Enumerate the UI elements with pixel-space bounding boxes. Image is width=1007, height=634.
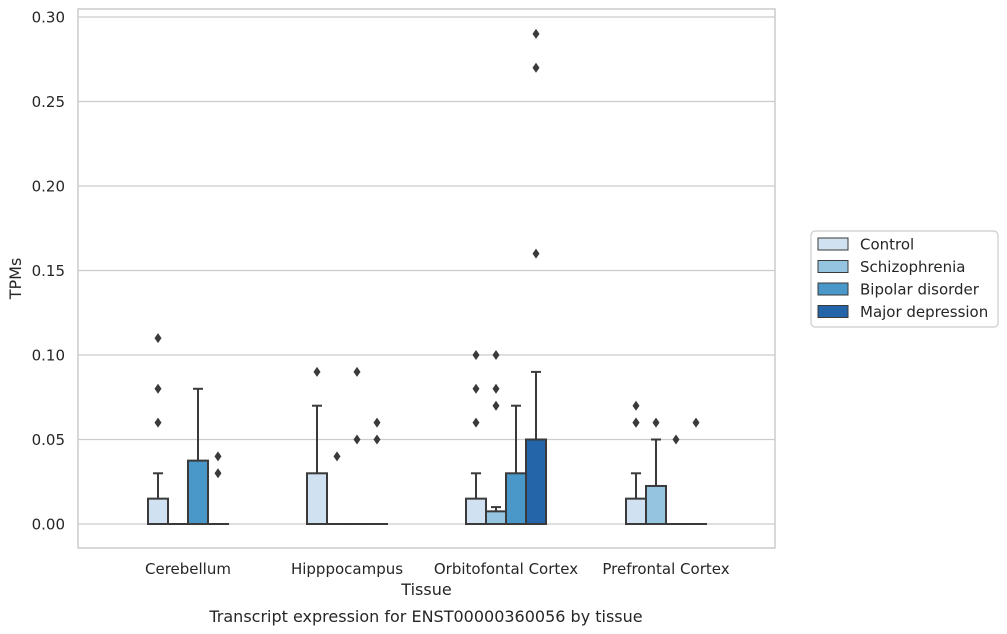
outlier-point — [214, 468, 222, 479]
outlier-point — [353, 434, 361, 445]
outlier-point — [313, 366, 321, 377]
y-tick-label: 0.15 — [32, 262, 65, 280]
legend-frame — [810, 230, 999, 328]
y-tick-label: 0.00 — [32, 516, 65, 534]
legend-swatch — [817, 237, 849, 251]
grid-lines — [78, 16, 775, 525]
box-body — [147, 497, 169, 525]
legend-swatch — [817, 260, 849, 273]
outlier-point — [472, 417, 480, 428]
y-axis-title: TPMs — [6, 258, 25, 301]
x-tick-label: Prefrontal Cortex — [602, 560, 729, 578]
outlier-point — [492, 350, 500, 360]
x-tick-label: Cerebellum — [145, 560, 231, 578]
legend-label: Bipolar disorder — [860, 281, 980, 299]
outlier-point — [532, 28, 540, 39]
box-3-1 — [366, 417, 388, 526]
outlier-point — [672, 434, 680, 445]
box-2-1 — [346, 366, 368, 526]
outlier-point — [472, 350, 480, 360]
x-axis-title: Tissue — [400, 580, 451, 599]
box-0-0 — [147, 333, 169, 525]
chart-caption: Transcript expression for ENST0000036005… — [208, 607, 642, 626]
outlier-point — [154, 333, 162, 344]
legend-label: Control — [860, 236, 914, 254]
box-1-2 — [485, 350, 507, 526]
outlier-point — [214, 451, 222, 462]
y-tick-label: 0.10 — [32, 347, 65, 365]
outlier-point — [373, 434, 381, 445]
legend-swatch — [817, 305, 849, 318]
box-0-3 — [625, 400, 647, 525]
outlier-point — [333, 451, 341, 462]
outlier-point — [154, 417, 162, 428]
box-3-3 — [685, 417, 707, 526]
box-body — [645, 484, 667, 526]
x-tick-labels: Cerebellum Hipppocampus Orbitofontal Corte… — [145, 560, 730, 578]
outlier-point — [692, 417, 700, 428]
legend-swatch — [817, 282, 849, 296]
box-body — [306, 472, 328, 525]
outlier-point — [353, 366, 361, 377]
legend-item: Schizophrenia — [817, 258, 965, 276]
box-body — [485, 510, 507, 526]
y-tick-label: 0.30 — [32, 9, 65, 27]
plot-frame — [77, 8, 776, 549]
outlier-point — [492, 400, 500, 411]
box-1-3 — [645, 417, 667, 526]
legend: Control Schizophrenia Bipolar disorder Majo… — [810, 230, 999, 328]
x-tick-label: Hipppocampus — [291, 560, 403, 578]
legend-label: Major depression — [860, 303, 988, 321]
box-body — [525, 438, 547, 525]
outlier-point — [472, 383, 480, 394]
box-body — [187, 459, 209, 525]
box-body — [505, 472, 527, 525]
x-tick-label: Orbitofontal Cortex — [434, 560, 578, 578]
outlier-point — [532, 248, 540, 259]
y-tick-label: 0.20 — [32, 178, 65, 196]
outlier-point — [632, 400, 640, 411]
outlier-point — [154, 383, 162, 394]
legend-item: Major depression — [817, 303, 988, 321]
box-body — [625, 497, 647, 525]
legend-item: Control — [817, 236, 914, 254]
box-2-2 — [505, 404, 527, 525]
legend-label: Schizophrenia — [860, 258, 965, 276]
y-tick-label: 0.05 — [32, 431, 65, 449]
box-2-0 — [187, 387, 209, 525]
legend-item: Bipolar disorder — [817, 281, 980, 299]
outlier-point — [532, 62, 540, 73]
box-body — [465, 497, 487, 525]
box-3-2 — [525, 28, 547, 525]
y-tick-label: 0.25 — [32, 93, 65, 111]
box-1-1 — [326, 451, 348, 526]
outlier-point — [652, 417, 660, 428]
outlier-point — [373, 417, 381, 428]
box-elements — [147, 28, 707, 526]
box-0-2 — [465, 350, 487, 525]
box-0-1 — [306, 366, 328, 525]
outlier-point — [492, 383, 500, 394]
y-tick-labels: 0.00 0.05 0.10 0.15 0.20 0.25 0.30 — [32, 9, 65, 534]
box-2-3 — [665, 434, 687, 526]
box-3-0 — [207, 451, 229, 526]
outlier-point — [632, 417, 640, 428]
